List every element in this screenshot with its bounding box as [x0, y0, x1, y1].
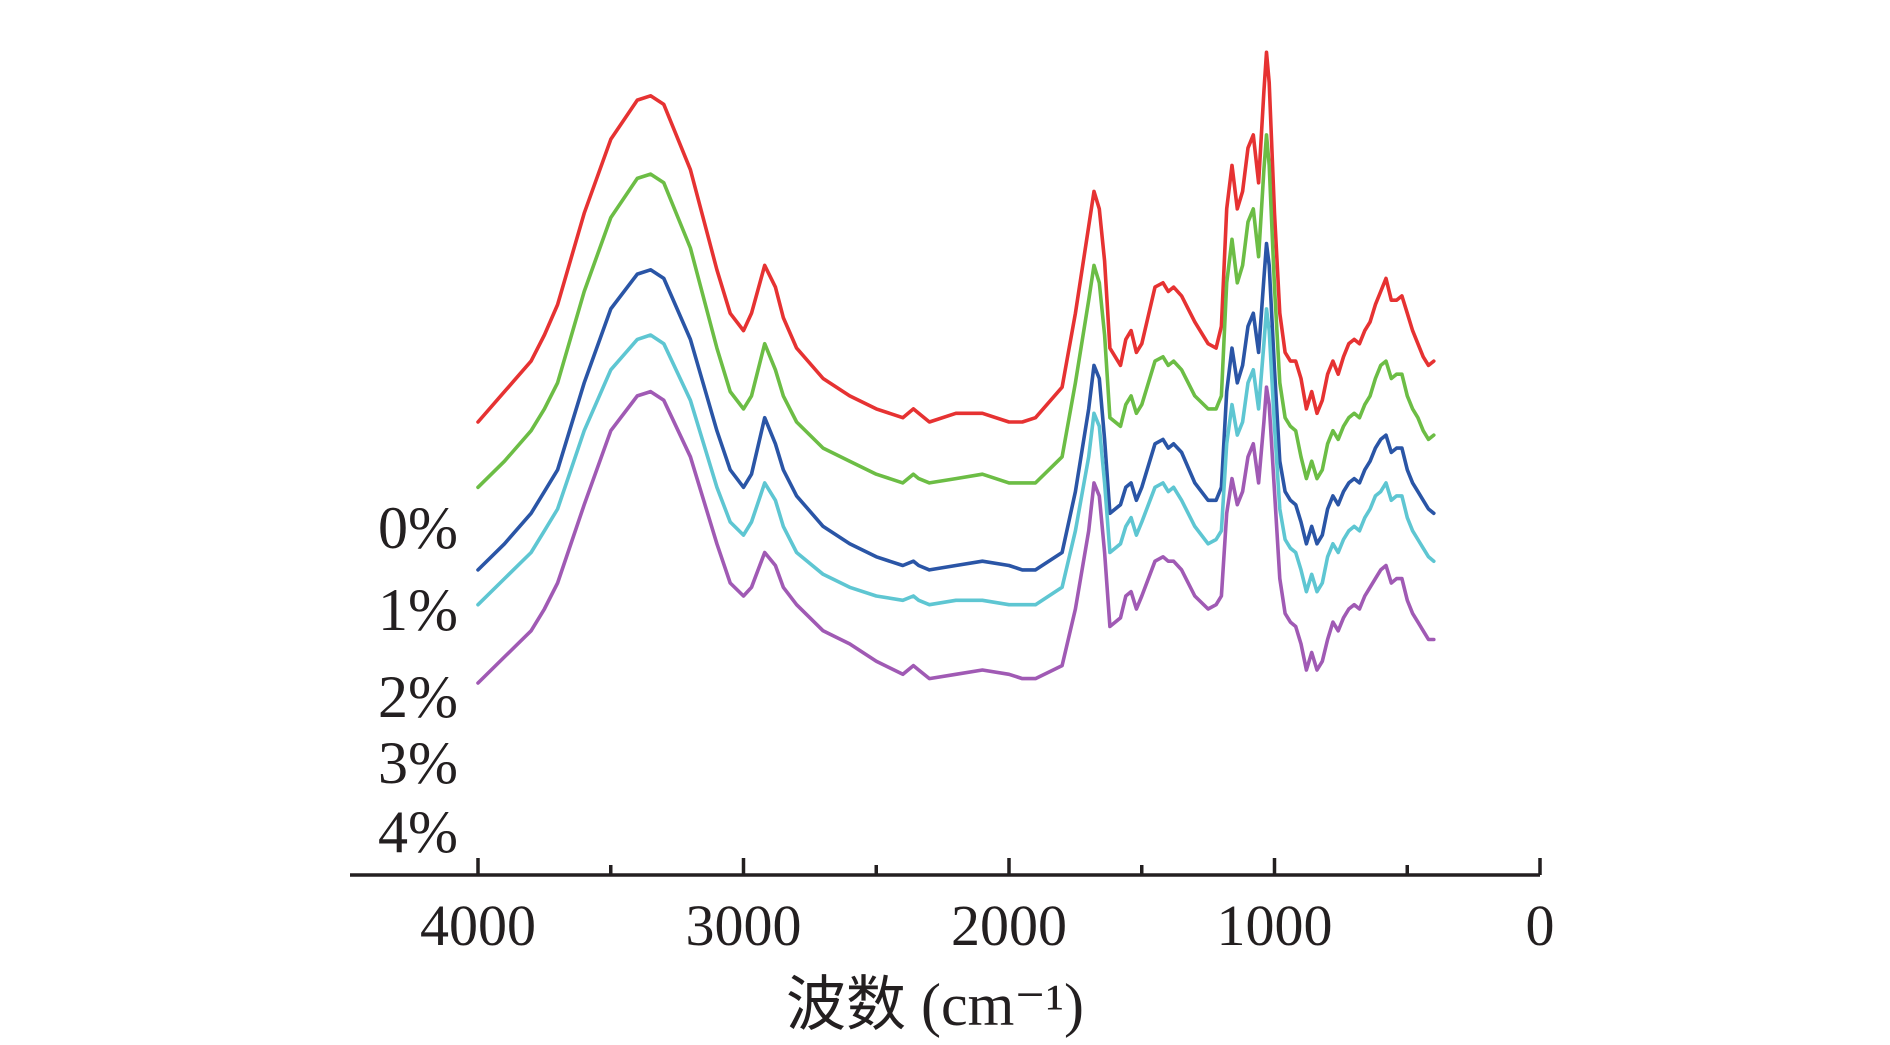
x-tick-label: 1000	[1217, 893, 1333, 958]
x-axis-title: 波数 (cm⁻¹)	[786, 972, 1084, 1038]
x-tick-label: 4000	[420, 893, 536, 958]
series-line-3pct	[476, 307, 1436, 607]
x-ticks: 4000 3000 2000 1000 0	[420, 858, 1555, 958]
series-line-4pct	[476, 385, 1436, 685]
x-tick-label: 2000	[951, 893, 1067, 958]
x-tick-label: 0	[1526, 893, 1555, 958]
series-label-1pct: 1%	[378, 577, 458, 643]
x-tick-label: 3000	[686, 893, 802, 958]
series-label-2pct: 2%	[378, 664, 458, 730]
series-curves	[476, 50, 1436, 685]
series-label-4pct: 4%	[378, 799, 458, 865]
series-line-1pct	[476, 133, 1436, 490]
x-axis: 4000 3000 2000 1000 0 波数 (cm⁻¹)	[350, 858, 1555, 1038]
series-labels: 0% 1% 2%3%4%	[378, 495, 458, 865]
series-label-3pct: 3%	[378, 730, 458, 796]
series-label-0pct: 0%	[378, 495, 458, 561]
series-line-0pct	[476, 50, 1436, 424]
series-line-2pct	[476, 241, 1436, 572]
